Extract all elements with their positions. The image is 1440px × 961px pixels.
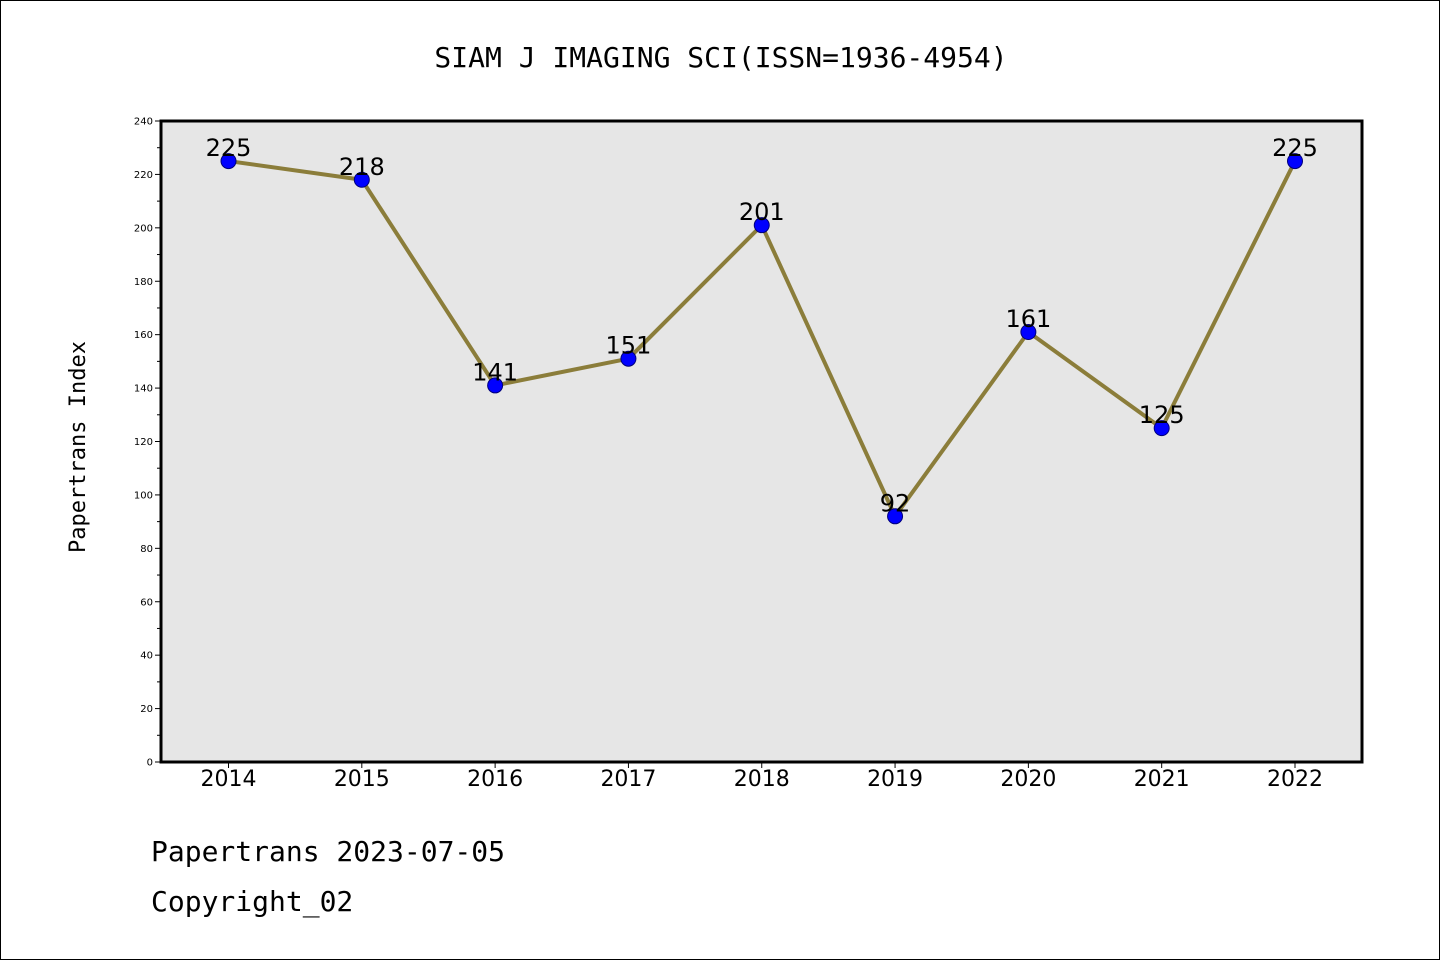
x-tick-label: 2022 [1267,767,1323,792]
y-tick-label: 200 [134,223,153,234]
data-point [353,171,370,188]
data-label: 225 [206,134,252,162]
plot-border [159,119,1364,764]
y-tick-label: 220 [134,170,153,181]
x-tick-label: 2015 [334,767,390,792]
data-point [887,508,904,525]
data-point [620,350,637,367]
data-point [1287,153,1303,170]
data-point [1020,323,1037,340]
y-tick-label: 80 [140,544,153,555]
x-tick-label: 2019 [867,767,923,792]
data-label: 151 [606,332,652,360]
x-tick-label: 2018 [734,767,790,792]
data-label: 218 [339,153,385,181]
x-tick-label: 2020 [1000,767,1056,792]
y-tick-label: 240 [134,117,153,128]
footer-copyright: Copyright_02 [151,885,354,918]
y-tick-label: 160 [134,330,153,341]
data-point [220,153,237,170]
footer-date: Papertrans 2023-07-05 [151,835,506,868]
y-tick-label: 40 [140,651,153,662]
y-axis-ticks: 0 20 40 60 80 100 120 140 160 180 200 220 240 [134,117,161,769]
data-labels: 225 218 141 151 201 92 161 125 225 [206,134,1318,517]
data-label: 201 [739,198,785,226]
y-axis-label: Papertrans Index [66,341,91,553]
y-tick-label: 140 [134,384,153,395]
data-point [487,377,504,394]
x-tick-label: 2017 [600,767,656,792]
chart-title: SIAM J IMAGING SCI(ISSN=1936-4954) [434,41,1007,74]
x-tick-label: 2016 [467,767,523,792]
data-point [753,217,770,234]
data-label: 161 [1005,305,1051,333]
data-label: 225 [1272,134,1318,162]
y-tick-label: 0 [147,758,153,769]
y-tick-label: 100 [134,490,153,501]
data-label: 125 [1139,401,1185,429]
data-label: 92 [880,489,911,517]
y-tick-label: 180 [134,277,153,288]
data-point [1153,420,1170,437]
y-tick-label: 60 [140,597,153,608]
data-markers [220,153,1303,525]
y-tick-label: 20 [140,704,153,715]
x-tick-label: 2021 [1134,767,1190,792]
x-tick-label: 2014 [201,767,257,792]
x-axis-ticks: 2014 2015 2016 2017 2018 2019 2020 2021 2022 [201,762,1323,792]
y-tick-label: 120 [134,437,153,448]
data-label: 141 [472,358,518,386]
